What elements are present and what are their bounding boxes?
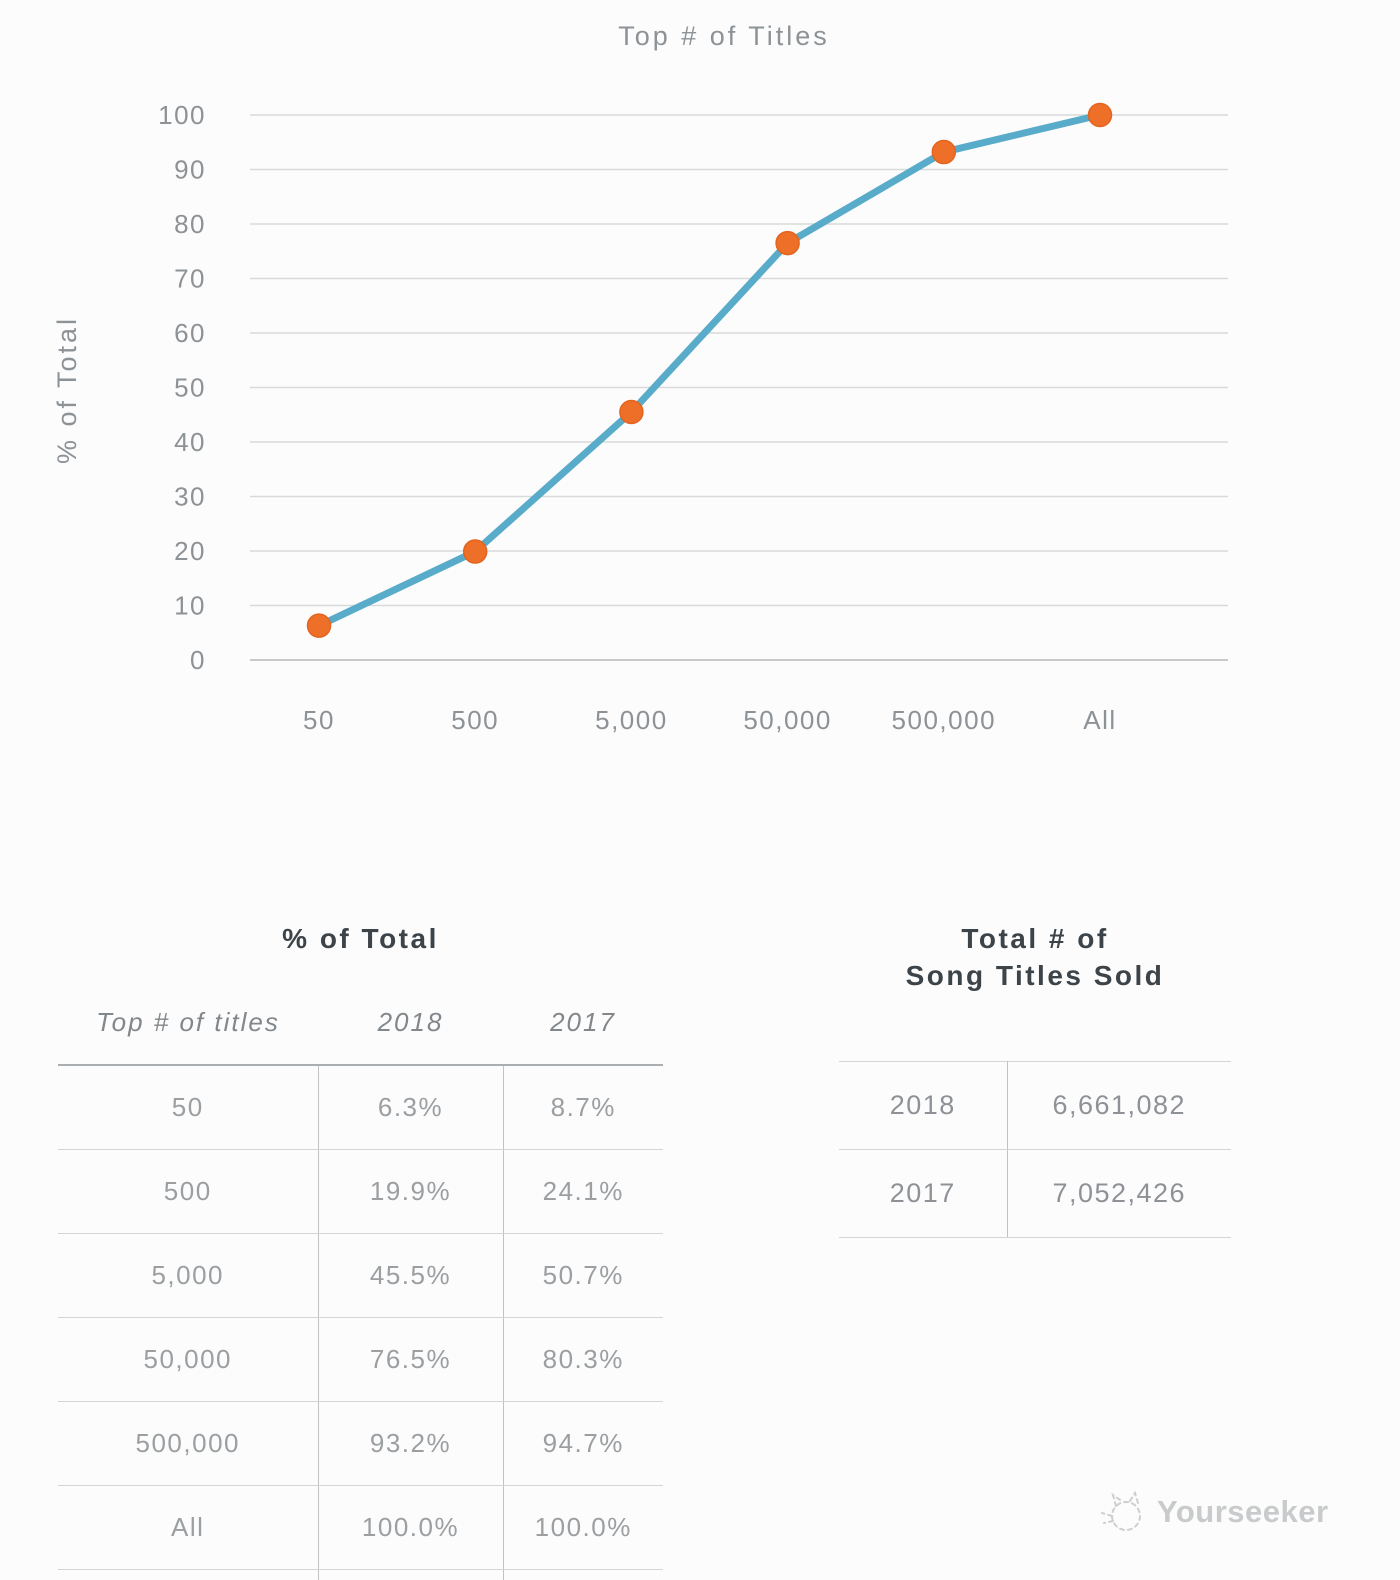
left-table-title: % of Total bbox=[282, 923, 439, 954]
y-tick-label: 30 bbox=[174, 482, 206, 512]
data-point bbox=[775, 230, 800, 256]
x-tick-label: 500,000 bbox=[892, 705, 996, 735]
y-axis-title: % of Total bbox=[52, 316, 82, 464]
row-label: 50 bbox=[58, 1065, 319, 1150]
row-label: 5,000 bbox=[58, 1233, 319, 1318]
y-tick-label: 50 bbox=[174, 373, 206, 403]
year-label: 2017 bbox=[839, 1149, 1008, 1238]
value-2018: 19.9% bbox=[318, 1149, 504, 1234]
table-row: 50,000 76.5% 80.3% bbox=[58, 1317, 663, 1402]
titles-sold-value: 6,661,082 bbox=[1007, 1061, 1231, 1150]
value-2017: 8.7% bbox=[503, 1065, 663, 1150]
y-tick-label: 10 bbox=[174, 591, 206, 621]
x-tick-label: All bbox=[1083, 705, 1116, 735]
y-tick-label: 90 bbox=[174, 155, 206, 185]
value-2017: 80.3% bbox=[503, 1317, 663, 1402]
x-tick-label: 50,000 bbox=[743, 705, 832, 735]
table-edge-extension bbox=[58, 1569, 663, 1580]
line-chart: Top # of Titles % of Total 0 10 20 30 40 50 60… bbox=[52, 21, 1228, 735]
y-tick-label: 0 bbox=[190, 645, 206, 675]
value-2017: 24.1% bbox=[503, 1149, 663, 1234]
table-row: 2017 7,052,426 bbox=[839, 1149, 1231, 1238]
column-header-2018: 2018 bbox=[318, 989, 503, 1066]
y-tick-label: 20 bbox=[174, 536, 206, 566]
table-row: 500 19.9% 24.1% bbox=[58, 1149, 663, 1234]
header-row: Top # of titles 2018 2017 bbox=[58, 989, 663, 1066]
y-tick-label: 40 bbox=[174, 427, 206, 457]
y-tick-label: 60 bbox=[174, 318, 206, 348]
titles-sold-value: 7,052,426 bbox=[1007, 1149, 1231, 1238]
row-label: All bbox=[58, 1485, 319, 1570]
right-table-title: Total # of Song Titles Sold bbox=[839, 920, 1231, 994]
percent-of-total-card: % of Total Top # of titles 2018 2017 50 … bbox=[58, 920, 663, 1580]
y-tick-label: 100 bbox=[158, 100, 206, 130]
watermark: Yourseeker bbox=[1100, 1486, 1329, 1538]
right-table-title-line1: Total # of bbox=[961, 923, 1109, 954]
value-2017: 100.0% bbox=[503, 1485, 663, 1570]
value-2018: 6.3% bbox=[318, 1065, 504, 1150]
data-point bbox=[619, 399, 644, 425]
table-row: 500,000 93.2% 94.7% bbox=[58, 1401, 663, 1486]
data-line-2018 bbox=[315, 111, 1104, 630]
y-tick-label: 70 bbox=[174, 264, 206, 294]
data-point bbox=[306, 613, 332, 638]
data-point bbox=[1087, 102, 1113, 128]
table-row: 5,000 45.5% 50.7% bbox=[58, 1233, 663, 1318]
y-tick-label: 80 bbox=[174, 209, 206, 239]
percent-of-total-table: Top # of titles 2018 2017 50 6.3% 8.7% 5… bbox=[58, 989, 663, 1580]
row-label: 50,000 bbox=[58, 1317, 319, 1402]
plot-area: 0 10 20 30 40 50 60 70 80 90 100 50 500 5,000 50,000 50… bbox=[158, 100, 1228, 735]
right-table-title-line2: Song Titles Sold bbox=[905, 960, 1165, 991]
chart-title: Top # of Titles bbox=[618, 21, 830, 51]
watermark-label: Yourseeker bbox=[1157, 1494, 1329, 1529]
data-point bbox=[931, 139, 957, 165]
cat-sketch-icon bbox=[1101, 1490, 1141, 1531]
column-header-top-titles: Top # of titles bbox=[58, 989, 318, 1066]
total-titles-sold-table: 2018 6,661,082 2017 7,052,426 bbox=[839, 1061, 1231, 1238]
x-tick-label: 5,000 bbox=[595, 705, 668, 735]
column-header-2017: 2017 bbox=[503, 989, 663, 1066]
table-row: 2018 6,661,082 bbox=[839, 1061, 1231, 1150]
value-2017: 94.7% bbox=[503, 1401, 663, 1486]
year-label: 2018 bbox=[839, 1061, 1008, 1150]
row-label: 500,000 bbox=[58, 1401, 319, 1486]
total-titles-sold-card: Total # of Song Titles Sold 2018 6,661,0… bbox=[839, 920, 1231, 1238]
value-2017: 50.7% bbox=[503, 1233, 663, 1318]
value-2018: 100.0% bbox=[318, 1485, 504, 1570]
x-tick-label: 50 bbox=[303, 705, 335, 735]
row-label: 500 bbox=[58, 1149, 319, 1234]
data-point bbox=[462, 539, 488, 564]
value-2018: 76.5% bbox=[318, 1317, 504, 1402]
table-row: 50 6.3% 8.7% bbox=[58, 1065, 663, 1150]
table-row: All 100.0% 100.0% bbox=[58, 1485, 663, 1570]
value-2018: 45.5% bbox=[318, 1233, 504, 1318]
value-2018: 93.2% bbox=[318, 1401, 504, 1486]
x-tick-label: 500 bbox=[451, 705, 499, 735]
